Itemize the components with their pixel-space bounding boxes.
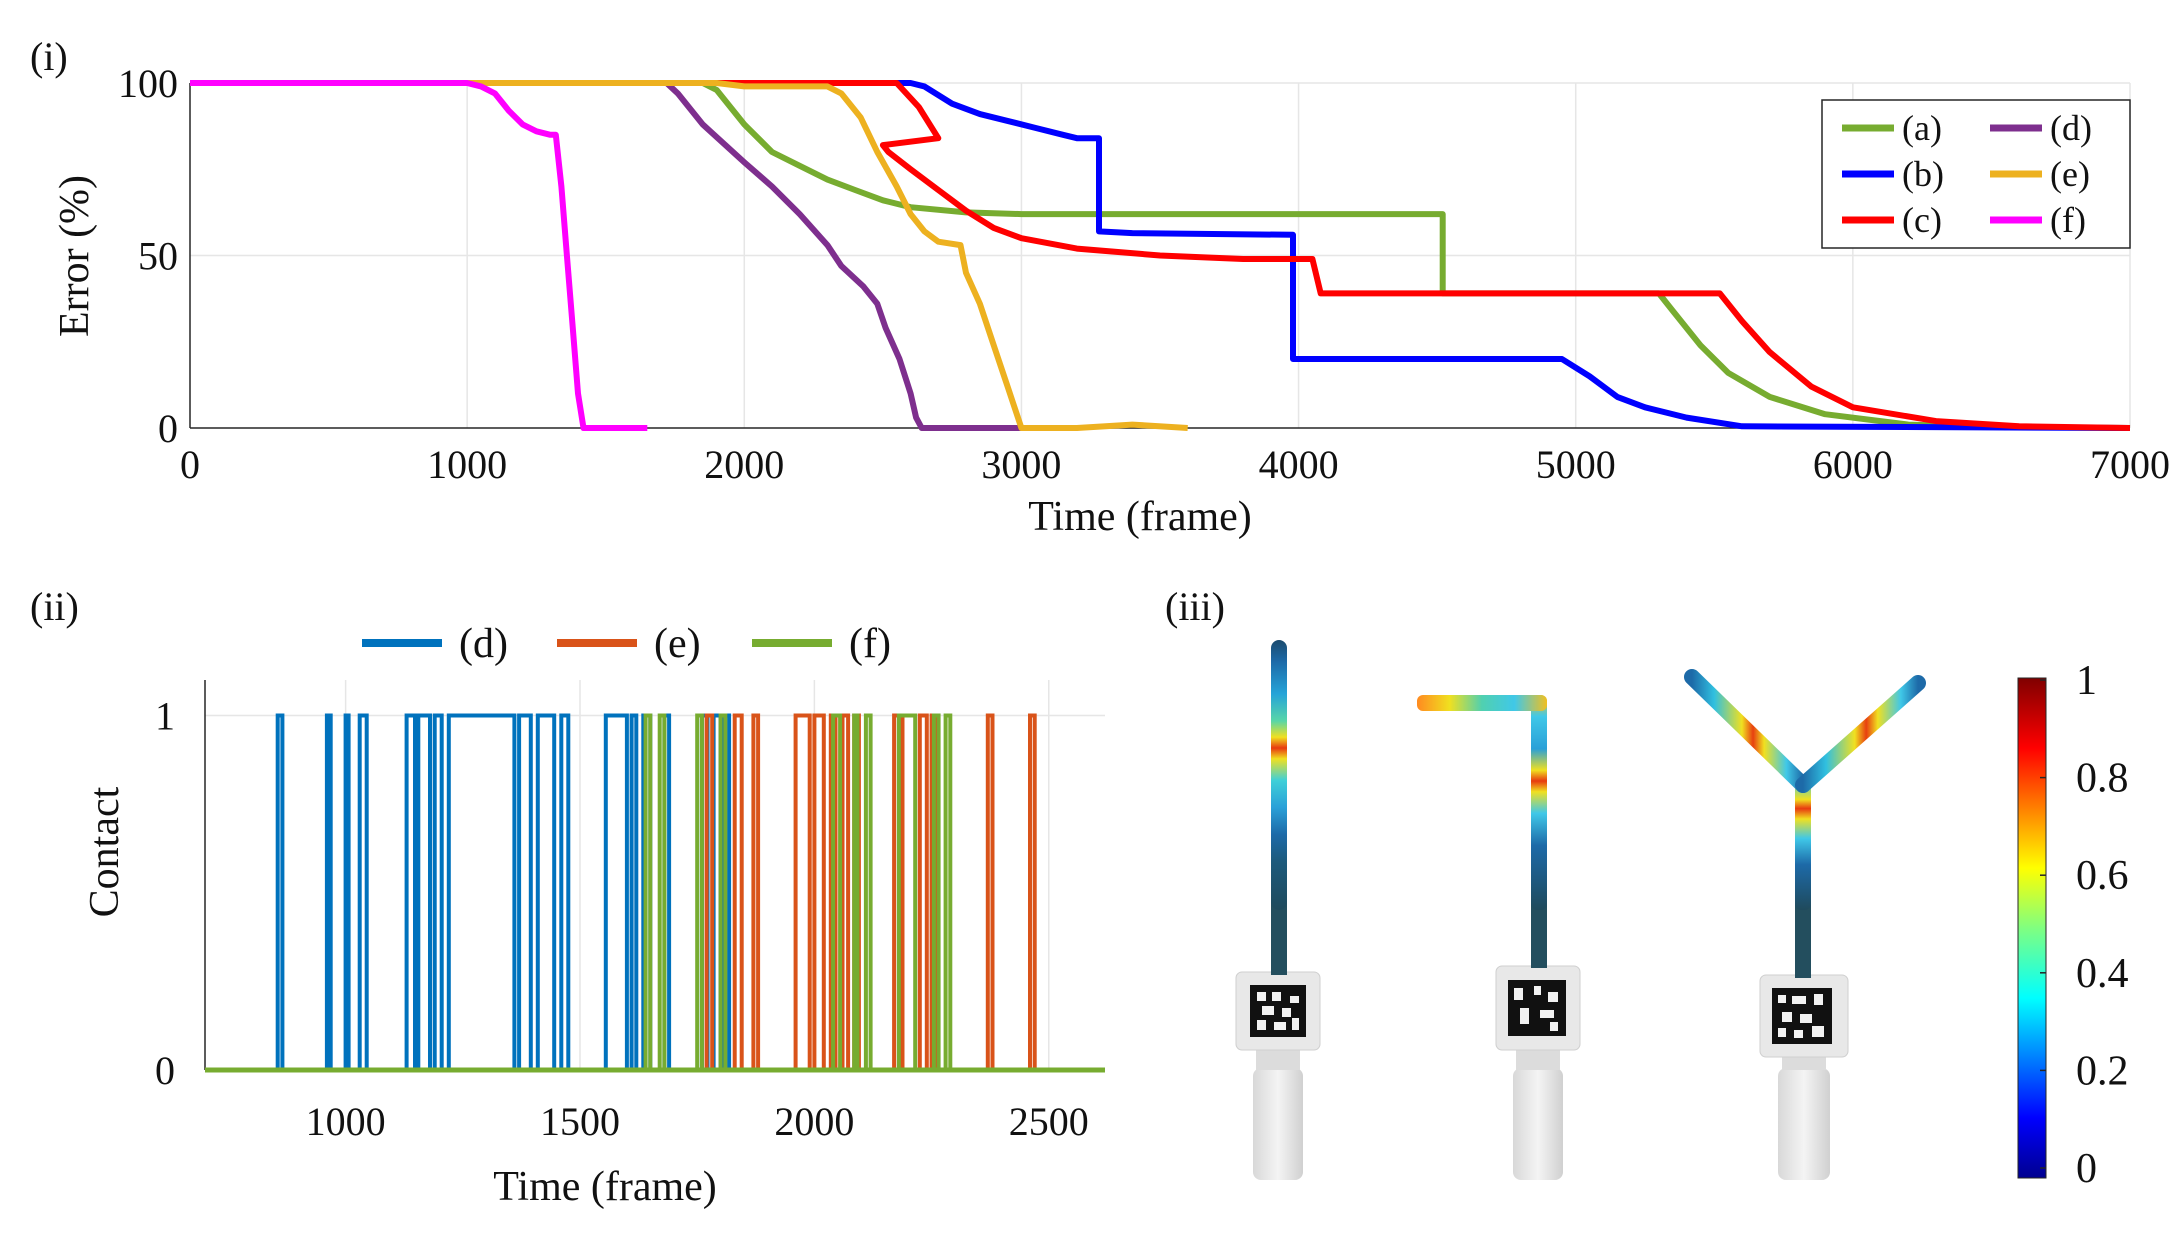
contact-chart-y-tick-1: 1 [155,693,175,738]
error-chart-x-tick-6000: 6000 [1813,442,1893,487]
panel-label-iii: (iii) [1165,584,1225,629]
error-chart-ylabel: Error (%) [52,175,98,337]
contact-chart-legend: (d) (e) (f) [362,621,891,667]
error-chart-x-tick-1000: 1000 [427,442,507,487]
contact-pulse-contact_d [343,713,351,1072]
y-shaped-probe-photo [1684,669,1926,1180]
legend-label-e: (e) [2050,154,2090,194]
probe-base-tube [1795,900,1811,978]
probe-rod-vertical [1531,695,1547,910]
legend-label-c: (c) [1902,200,1942,240]
colorbar-tick-0.2: 0.2 [2076,1048,2129,1094]
error-chart-x-tick-3000: 3000 [981,442,1061,487]
error-chart-xlabel: Time (frame) [1028,494,1252,540]
error-chart-x-tick-4000: 4000 [1259,442,1339,487]
colorbar-tick-0.6: 0.6 [2076,853,2129,899]
contact-pulse-contact_f [852,713,860,1072]
mount-stem [1778,1068,1830,1180]
contact-legend-label-contact_d: (d) [459,621,508,667]
contact-chart-series [205,713,1105,1073]
contact-legend-label-contact_e: (e) [654,621,701,667]
error-series-b [190,80,2131,431]
mount-stem [1253,1068,1303,1180]
colorbar-gradient [2017,677,2047,1179]
colorbar-tick-0: 0 [2076,1146,2097,1192]
legend-label-f: (f) [2050,200,2086,240]
contact-chart-tick-labels: 1000 1500 2000 2500 0 1 [155,693,1089,1144]
probe-base-tube [1531,900,1547,968]
colorbar-tick-labels: 0 0.2 0.4 0.6 0.8 1 [2040,658,2129,1192]
error-chart-x-tick-5000: 5000 [1536,442,1616,487]
colorbar-tick-0.4: 0.4 [2076,951,2129,997]
error-series-f [190,80,648,431]
legend-label-d: (d) [2050,108,2092,148]
contact-chart-ylabel: Contact [82,786,128,917]
error-chart-legend: (a) (b) (c) (d) (e) (f) [1821,99,2131,249]
error-chart-series [190,80,2131,431]
probe-base-tube [1271,900,1287,975]
error-chart-y-tick-0: 0 [158,406,178,451]
error-chart-tick-labels: 0 1000 2000 3000 4000 5000 6000 7000 0 50 100 [118,61,2170,487]
contact-chart-x-tick-2000: 2000 [774,1099,854,1144]
error-series-a [190,80,2131,431]
legend-label-b: (b) [1902,154,1944,194]
probe-rod-stem [1795,780,1811,910]
error-series-c [190,80,2131,431]
legend-label-a: (a) [1902,108,1942,148]
error-chart-x-tick-7000: 7000 [2090,442,2170,487]
colorbar-tick-1: 1 [2076,658,2097,704]
probe-rod-arms [1684,669,1926,793]
error-series-d [190,80,1022,431]
contact-chart-x-tick-1500: 1500 [540,1099,620,1144]
contact-pulse-contact_d [324,713,333,1072]
panel-label-ii: (ii) [30,584,79,629]
error-chart-x-tick-0: 0 [180,442,200,487]
contact-chart-x-tick-2500: 2500 [1009,1099,1089,1144]
contact-chart-x-tick-1000: 1000 [306,1099,386,1144]
mount-stem [1513,1068,1563,1180]
contact-chart-plot-area [205,680,1105,1070]
bent-probe-photo [1417,695,1581,1180]
error-chart-y-tick-50: 50 [138,234,178,279]
error-series-e [190,80,1188,431]
error-chart: 0 1000 2000 3000 4000 5000 6000 7000 0 50 100 Time… [52,61,2170,540]
contact-chart-y-tick-0: 0 [155,1048,175,1093]
error-chart-y-tick-100: 100 [118,61,178,106]
contact-chart-xlabel: Time (frame) [493,1164,717,1210]
straight-probe-photo [1235,640,1321,1180]
probe-rod [1271,640,1287,910]
colorbar: 0 0.2 0.4 0.6 0.8 1 [2017,658,2129,1192]
error-chart-x-tick-2000: 2000 [704,442,784,487]
probe-rod-horizontal [1417,695,1547,711]
colorbar-tick-0.8: 0.8 [2076,756,2129,802]
panel-label-i: (i) [30,34,68,79]
contact-legend-label-contact_f: (f) [849,621,891,667]
